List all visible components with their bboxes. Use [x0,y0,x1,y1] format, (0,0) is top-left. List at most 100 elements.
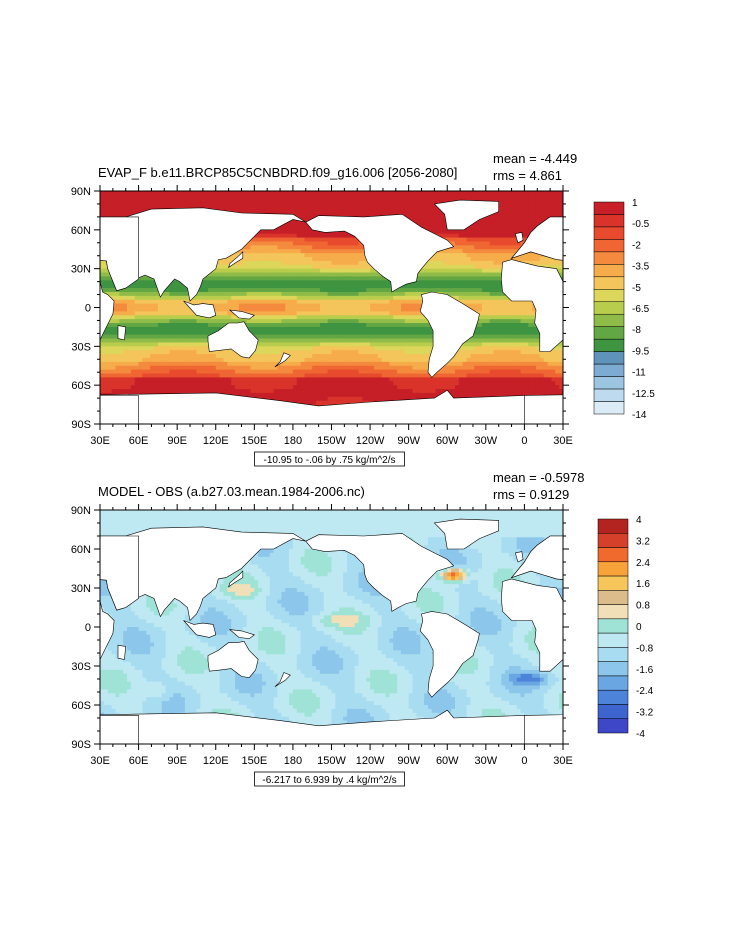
field-cell [127,315,132,320]
field-cell [296,303,302,309]
field-cell [142,326,147,332]
field-cell [346,303,352,309]
field-cell [493,299,499,305]
field-cell [219,272,225,278]
field-cell [258,319,263,324]
field-cell [466,194,471,200]
field-cell [184,194,190,200]
field-cell [327,350,333,355]
field-cell [408,319,414,324]
field-cell [161,346,167,351]
field-cell [443,222,448,227]
field-cell [439,288,444,293]
field-cell [165,299,171,305]
field-cell [373,198,379,204]
field-cell [497,291,502,297]
field-cell [246,268,252,274]
field-cell [323,334,329,340]
field-cell [493,222,499,227]
field-cell [138,284,144,289]
field-cell [285,229,290,235]
field-cell [169,191,174,196]
field-cell [289,299,294,305]
field-cell [215,315,221,320]
field-cell [173,311,178,316]
field-cell [103,346,109,351]
field-cell [219,206,225,212]
field-cell [350,323,356,328]
field-cell [397,210,402,215]
field-cell [481,272,487,278]
field-cell [543,210,549,215]
field-cell [316,237,321,243]
field-cell [215,260,221,266]
field-cell [339,350,344,355]
field-cell [208,291,213,297]
field-cell [138,288,144,293]
field-cell [389,303,394,309]
field-cell [335,284,340,289]
field-cell [362,194,367,200]
field-cell [150,206,155,212]
field-cell [508,342,514,347]
field-cell [289,326,294,332]
field-cell [443,257,448,262]
field-cell [211,202,217,208]
field-cell [246,210,252,215]
field-cell [393,295,398,301]
field-cell [424,214,429,219]
field-cell [227,319,232,324]
field-cell [316,311,321,316]
field-cell [319,191,325,196]
field-cell [127,323,132,328]
field-cell [512,191,518,196]
field-cell [505,225,510,231]
field-cell [184,323,190,328]
field-cell [316,299,321,305]
field-cell [512,342,518,347]
field-cell [273,284,279,289]
field-cell [281,323,286,328]
field-cell [470,342,475,347]
field-cell [370,191,375,196]
field-cell [370,194,375,200]
field-cell [177,330,182,336]
field-cell [173,303,178,309]
field-cell [343,330,348,336]
field-cell [346,268,352,274]
field-cell [400,194,406,200]
field-cell [343,326,348,332]
field-cell [262,268,267,274]
field-cell [393,194,398,200]
field-cell [478,241,483,246]
field-cell [269,295,275,301]
field-cell [277,280,282,285]
field-cell [231,202,236,208]
field-cell [231,198,236,204]
field-cell [339,202,344,208]
field-cell [304,338,309,344]
field-cell [146,280,151,285]
field-cell [277,342,282,347]
field-cell [358,194,363,200]
field-cell [481,276,487,281]
field-cell [462,299,468,305]
field-cell [358,330,363,336]
field-cell [208,323,213,328]
field-cell [393,326,398,332]
field-cell [520,194,526,200]
field-cell [292,237,298,243]
field-cell [292,225,298,231]
field-cell [335,272,340,278]
field-cell [478,237,483,243]
field-cell [339,268,344,274]
field-cell [393,303,398,309]
field-cell [300,272,306,278]
field-cell [312,319,317,324]
field-cell [528,342,533,347]
field-cell [196,323,201,328]
field-cell [535,257,541,262]
field-cell [501,330,506,336]
field-cell [323,198,329,204]
field-cell [335,264,340,270]
